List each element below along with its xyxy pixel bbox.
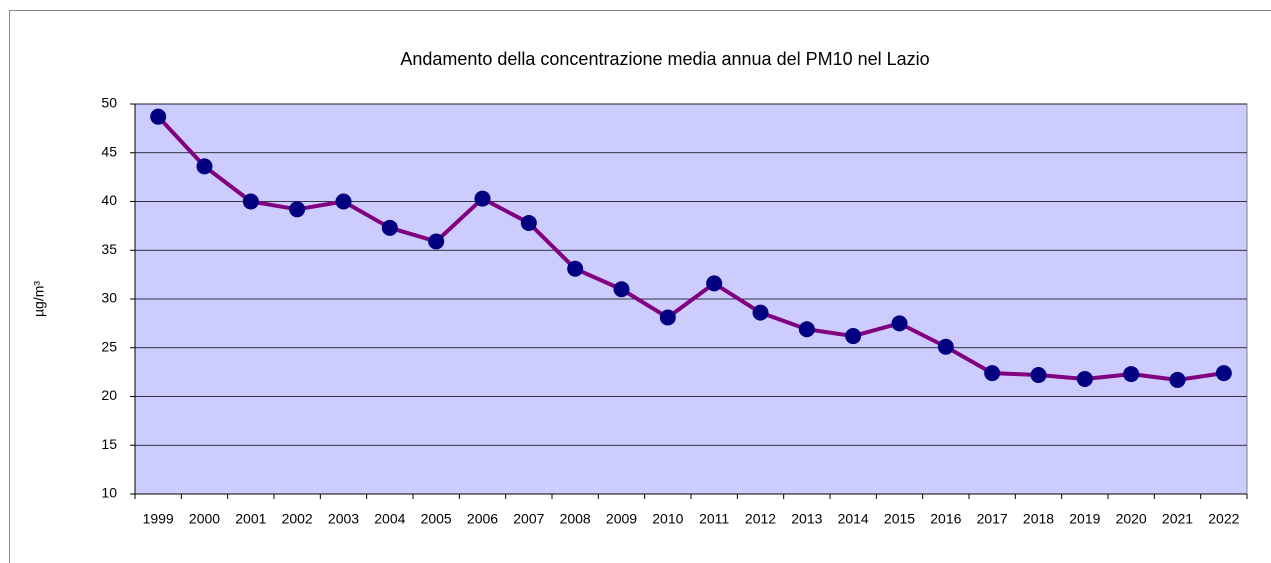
data-point (150, 108, 167, 125)
data-point (1123, 366, 1140, 383)
x-tick-label: 2001 (235, 511, 266, 527)
chart-title: Andamento della concentrazione media ann… (400, 49, 929, 69)
y-tick-label: 30 (101, 290, 117, 306)
data-point (1215, 365, 1232, 382)
data-point (335, 193, 352, 210)
data-point (613, 281, 630, 298)
y-tick-label: 20 (101, 387, 117, 403)
y-tick-label: 10 (101, 485, 117, 501)
y-tick-label: 15 (101, 436, 117, 452)
data-point (520, 214, 537, 231)
x-tick-label: 2000 (189, 511, 220, 527)
x-tick-label: 2012 (745, 511, 776, 527)
data-point (567, 260, 584, 277)
x-tick-label: 2022 (1208, 511, 1239, 527)
x-tick-label: 1999 (143, 511, 174, 527)
x-tick-label: 2015 (884, 511, 915, 527)
frame (9, 10, 1271, 563)
data-point (474, 190, 491, 207)
y-axis-label: µg/m³ (31, 281, 47, 317)
x-tick-label: 2009 (606, 511, 637, 527)
x-tick-label: 2018 (1023, 511, 1054, 527)
data-point (798, 321, 815, 338)
data-point (659, 309, 676, 326)
y-tick-label: 35 (101, 241, 117, 257)
data-point (984, 365, 1001, 382)
data-point (752, 304, 769, 321)
x-tick-label: 2021 (1162, 511, 1193, 527)
x-tick-label: 2008 (560, 511, 591, 527)
data-point (1076, 370, 1093, 387)
x-tick-label: 2007 (513, 511, 544, 527)
x-tick-label: 2004 (374, 511, 405, 527)
x-tick-label: 2005 (421, 511, 452, 527)
x-tick-label: 2002 (282, 511, 313, 527)
x-tick-label: 2016 (930, 511, 961, 527)
y-tick-label: 45 (101, 143, 117, 159)
y-tick-label: 40 (101, 192, 117, 208)
data-point (1169, 371, 1186, 388)
y-tick-label: 50 (101, 95, 117, 111)
data-point (381, 219, 398, 236)
data-point (891, 315, 908, 332)
data-point (706, 275, 723, 292)
data-point (845, 328, 862, 345)
x-tick-label: 2017 (977, 511, 1008, 527)
x-tick-label: 2010 (652, 511, 683, 527)
data-point (937, 338, 954, 355)
y-tick-label: 25 (101, 338, 117, 354)
data-point (428, 233, 445, 250)
x-tick-label: 2019 (1069, 511, 1100, 527)
x-tick-label: 2003 (328, 511, 359, 527)
x-tick-label: 2006 (467, 511, 498, 527)
x-tick-label: 2014 (838, 511, 869, 527)
x-tick-label: 2011 (699, 511, 729, 527)
data-point (242, 193, 259, 210)
x-tick-label: 2013 (791, 511, 822, 527)
data-point (196, 158, 213, 175)
data-point (289, 201, 306, 218)
data-point (1030, 367, 1047, 384)
x-tick-label: 2020 (1116, 511, 1147, 527)
